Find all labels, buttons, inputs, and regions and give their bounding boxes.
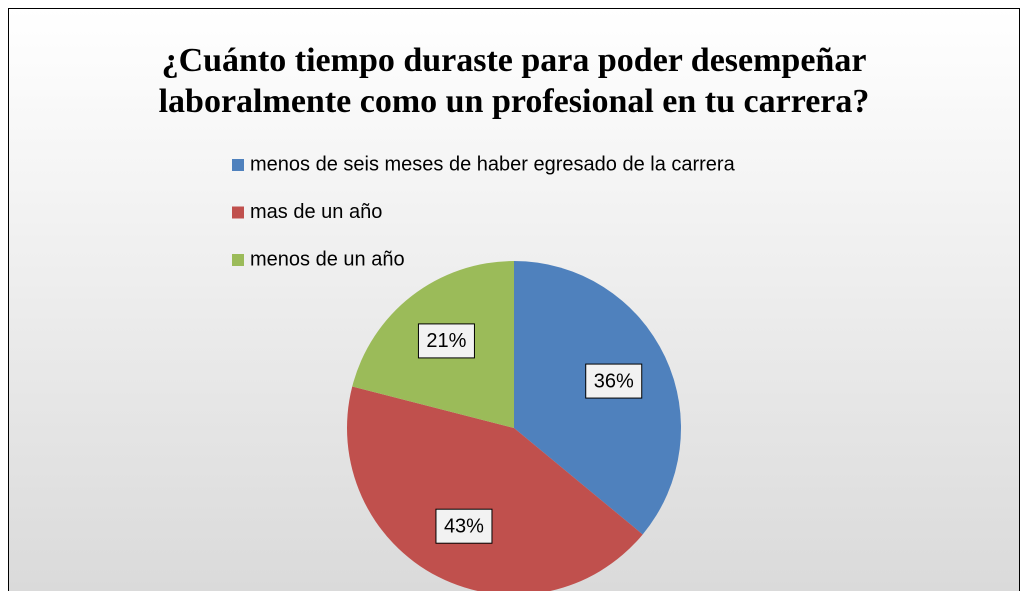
data-label-box: [417, 323, 475, 359]
chart-title: ¿Cuánto tiempo duraste para poder desemp…: [158, 42, 870, 120]
legend-label: menos de un año: [250, 248, 405, 270]
pie-slice: [347, 386, 643, 591]
data-label: 21%: [426, 330, 466, 352]
legend-swatch: [232, 254, 244, 266]
legend-label: mas de un año: [250, 201, 382, 223]
data-label-box: [435, 508, 493, 544]
data-label: 36%: [594, 370, 634, 392]
data-label-box: [585, 363, 643, 399]
legend-swatch: [232, 206, 244, 219]
data-label: 43%: [444, 515, 484, 537]
legend-swatch: [232, 159, 244, 171]
legend-label: menos de seis meses de haber egresado de…: [250, 153, 736, 175]
